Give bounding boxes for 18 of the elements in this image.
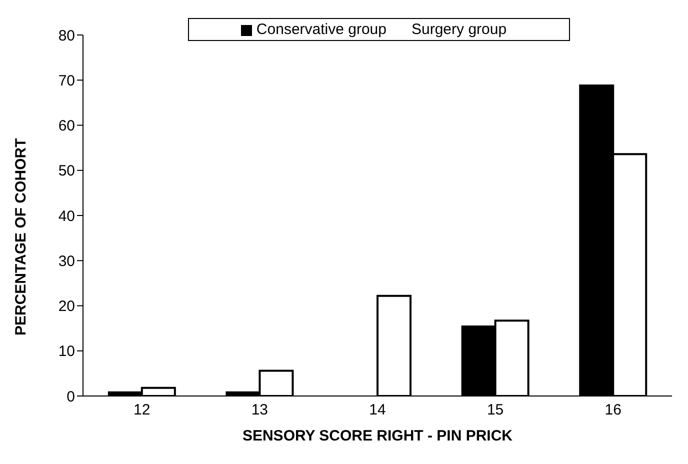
y-tick-label: 70 xyxy=(58,72,75,90)
x-axis-title: SENSORY SCORE RIGHT - PIN PRICK xyxy=(242,428,513,445)
x-tick-label: 12 xyxy=(134,402,150,419)
y-tick-label: 60 xyxy=(58,118,75,135)
x-tick-label: 13 xyxy=(251,402,268,419)
x-tick-label: 14 xyxy=(369,402,386,419)
y-tick-label: 40 xyxy=(58,208,75,225)
legend-label: Conservative group xyxy=(256,21,386,38)
x-tick-label: 15 xyxy=(486,402,504,419)
y-tick-label: 30 xyxy=(58,252,75,270)
y-tick-label: 50 xyxy=(58,162,75,180)
y-tick-label: 80 xyxy=(58,27,75,44)
y-tick-label: 0 xyxy=(66,388,75,406)
text: Surgery group xyxy=(412,21,507,38)
y-tick-label: 10 xyxy=(58,343,75,360)
y-axis-title: PERCENTAGE OF COHORT xyxy=(12,138,30,336)
y-tick-label: 20 xyxy=(58,298,75,316)
x-tick-label: 16 xyxy=(604,402,622,419)
